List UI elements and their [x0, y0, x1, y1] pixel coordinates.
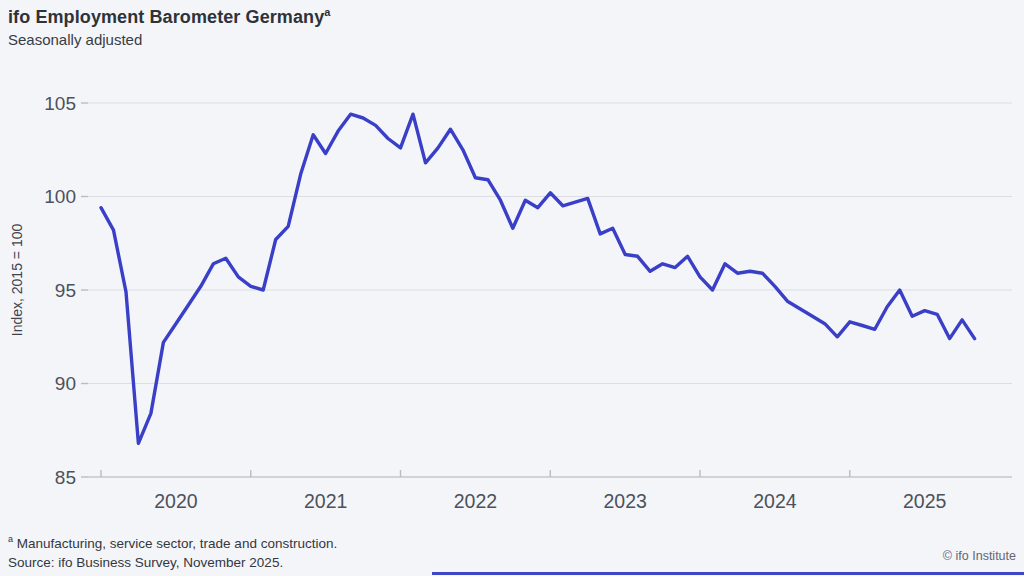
line-chart: 85 90 95 100 105 2020 2021 2022 2023 2024 2025: [0, 0, 1024, 576]
x-tick-label: 2020: [154, 490, 198, 512]
y-tick-label: 90: [55, 373, 76, 394]
y-tick-label: 85: [55, 467, 76, 488]
footnote-text: Manufacturing, service sector, trade and…: [13, 536, 337, 551]
y-tick-label: 100: [44, 186, 76, 207]
x-tick-label: 2024: [753, 490, 797, 512]
data-line-series: [101, 114, 975, 443]
source-line: Source: ifo Business Survey, November 20…: [8, 553, 337, 572]
chart-footnotes: a Manufacturing, service sector, trade a…: [8, 530, 337, 572]
footnote-line: a Manufacturing, service sector, trade a…: [8, 530, 337, 553]
x-tick-label: 2022: [454, 490, 497, 512]
y-tick-label: 95: [55, 280, 76, 301]
y-tick-label: 105: [44, 93, 76, 114]
chart-page: { "header": { "title": "ifo Employment B…: [0, 0, 1024, 576]
x-tick-label: 2021: [304, 490, 347, 512]
bottom-accent-rule: [432, 572, 1024, 575]
x-tick-label: 2025: [903, 490, 947, 512]
x-tick-label: 2023: [603, 490, 646, 512]
copyright-label: © ifo Institute: [943, 549, 1016, 563]
